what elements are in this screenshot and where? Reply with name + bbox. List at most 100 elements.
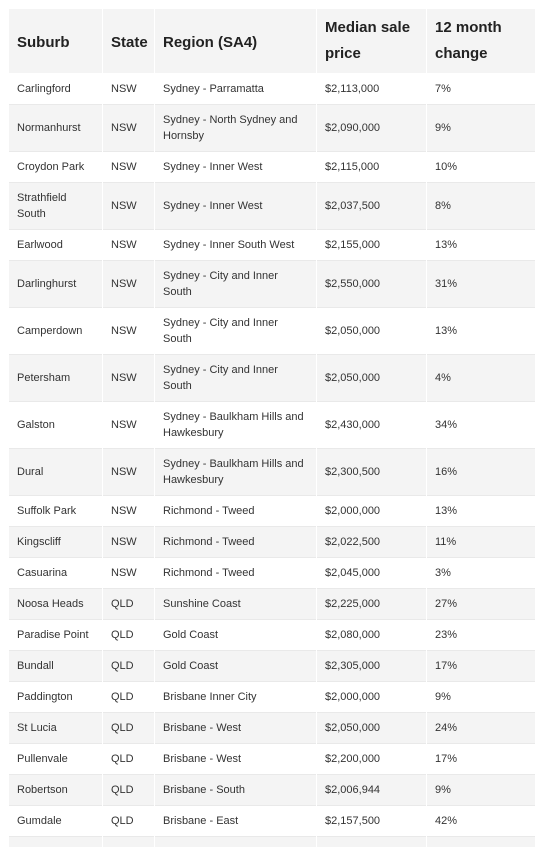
- region-cell: Gold Coast: [154, 619, 317, 651]
- suburb-cell: Gumdale: [8, 805, 103, 837]
- state-cell: NSW: [102, 260, 155, 308]
- column-header-suburb[interactable]: Suburb: [8, 8, 103, 74]
- table-row: Dural NSW Sydney - Baulkham Hills and Hawk…: [8, 448, 536, 496]
- table-row: Pullenvale QLD Brisbane - West $2,200,000 17…: [8, 743, 536, 775]
- table-row: Gumdale QLD Brisbane - East $2,157,500 42%: [8, 805, 536, 837]
- column-header-region[interactable]: Region (SA4): [154, 8, 317, 74]
- region-cell: Sydney - Baulkham Hills and Hawkesbury: [154, 448, 317, 496]
- median-price-cell: $2,157,500: [316, 805, 427, 837]
- empty-cell: [102, 836, 155, 847]
- region-cell: Brisbane - East: [154, 805, 317, 837]
- median-price-cell: $2,050,000: [316, 712, 427, 744]
- table-row: Kingscliff NSW Richmond - Tweed $2,022,500 1…: [8, 526, 536, 558]
- suburb-price-table-container: Suburb State Region (SA4) Median sale pr…: [8, 8, 536, 847]
- column-header-median-sale-price[interactable]: Median sale price: [316, 8, 427, 74]
- suburb-price-table: Suburb State Region (SA4) Median sale pr…: [8, 8, 536, 847]
- region-cell: Sydney - City and Inner South: [154, 354, 317, 402]
- region-cell: Sunshine Coast: [154, 588, 317, 620]
- median-price-cell: $2,000,000: [316, 495, 427, 527]
- state-cell: QLD: [102, 650, 155, 682]
- change-cell: 17%: [426, 743, 536, 775]
- region-cell: Richmond - Tweed: [154, 526, 317, 558]
- table-row: Earlwood NSW Sydney - Inner South West $2,1…: [8, 229, 536, 261]
- region-cell: Brisbane Inner City: [154, 681, 317, 713]
- suburb-cell: Camperdown: [8, 307, 103, 355]
- table-header: Suburb State Region (SA4) Median sale pr…: [8, 8, 536, 74]
- table-row: Carlingford NSW Sydney - Parramatta $2,113,…: [8, 73, 536, 105]
- table-row: Noosa Heads QLD Sunshine Coast $2,225,000 27…: [8, 588, 536, 620]
- suburb-cell: Darlinghurst: [8, 260, 103, 308]
- region-cell: Brisbane - West: [154, 712, 317, 744]
- median-price-cell: $2,225,000: [316, 588, 427, 620]
- header-row: Suburb State Region (SA4) Median sale pr…: [8, 8, 536, 74]
- suburb-cell: Dural: [8, 448, 103, 496]
- column-header-state[interactable]: State: [102, 8, 155, 74]
- median-price-cell: $2,022,500: [316, 526, 427, 558]
- table-row: Robertson QLD Brisbane - South $2,006,944 9%: [8, 774, 536, 806]
- empty-cell: [316, 836, 427, 847]
- state-cell: NSW: [102, 151, 155, 183]
- state-cell: NSW: [102, 307, 155, 355]
- table-row: Suffolk Park NSW Richmond - Tweed $2,000,00…: [8, 495, 536, 527]
- median-price-cell: $2,006,944: [316, 774, 427, 806]
- change-cell: 34%: [426, 401, 536, 449]
- suburb-cell: Petersham: [8, 354, 103, 402]
- change-cell: 31%: [426, 260, 536, 308]
- change-cell: 11%: [426, 526, 536, 558]
- column-header-12-month-change[interactable]: 12 month change: [426, 8, 536, 74]
- suburb-cell: Noosa Heads: [8, 588, 103, 620]
- table-row: Paddington QLD Brisbane Inner City $2,000,0…: [8, 681, 536, 713]
- change-cell: 24%: [426, 712, 536, 744]
- suburb-cell: Croydon Park: [8, 151, 103, 183]
- empty-cell: [8, 836, 103, 847]
- table-row: Paradise Point QLD Gold Coast $2,080,000 23%: [8, 619, 536, 651]
- table-row: Normanhurst NSW Sydney - North Sydney and …: [8, 104, 536, 152]
- suburb-cell: St Lucia: [8, 712, 103, 744]
- suburb-cell: Robertson: [8, 774, 103, 806]
- median-price-cell: $2,300,500: [316, 448, 427, 496]
- region-cell: Richmond - Tweed: [154, 495, 317, 527]
- median-price-cell: $2,305,000: [316, 650, 427, 682]
- state-cell: QLD: [102, 712, 155, 744]
- region-cell: Richmond - Tweed: [154, 557, 317, 589]
- region-cell: Brisbane - West: [154, 743, 317, 775]
- state-cell: QLD: [102, 774, 155, 806]
- region-cell: Sydney - Inner South West: [154, 229, 317, 261]
- change-cell: 27%: [426, 588, 536, 620]
- median-price-cell: $2,430,000: [316, 401, 427, 449]
- state-cell: NSW: [102, 104, 155, 152]
- state-cell: NSW: [102, 73, 155, 105]
- median-price-cell: $2,113,000: [316, 73, 427, 105]
- median-price-cell: $2,050,000: [316, 307, 427, 355]
- change-cell: 17%: [426, 650, 536, 682]
- suburb-cell: Galston: [8, 401, 103, 449]
- table-row: Petersham NSW Sydney - City and Inner Sout…: [8, 354, 536, 402]
- change-cell: 9%: [426, 681, 536, 713]
- table-row: Galston NSW Sydney - Baulkham Hills and Ha…: [8, 401, 536, 449]
- state-cell: NSW: [102, 448, 155, 496]
- change-cell: 4%: [426, 354, 536, 402]
- table-row: Strathfield South NSW Sydney - Inner West $…: [8, 182, 536, 230]
- region-cell: Sydney - City and Inner South: [154, 260, 317, 308]
- region-cell: Sydney - Parramatta: [154, 73, 317, 105]
- median-price-cell: $2,045,000: [316, 557, 427, 589]
- empty-cell: [426, 836, 536, 847]
- median-price-cell: $2,550,000: [316, 260, 427, 308]
- table-row: Camperdown NSW Sydney - City and Inner Sou…: [8, 307, 536, 355]
- state-cell: QLD: [102, 743, 155, 775]
- suburb-cell: Normanhurst: [8, 104, 103, 152]
- state-cell: QLD: [102, 619, 155, 651]
- state-cell: QLD: [102, 805, 155, 837]
- region-cell: Sydney - North Sydney and Hornsby: [154, 104, 317, 152]
- state-cell: NSW: [102, 557, 155, 589]
- median-price-cell: $2,090,000: [316, 104, 427, 152]
- region-cell: Sydney - Baulkham Hills and Hawkesbury: [154, 401, 317, 449]
- suburb-cell: Bundall: [8, 650, 103, 682]
- table-row-partial: [8, 836, 536, 847]
- table-row: Bundall QLD Gold Coast $2,305,000 17%: [8, 650, 536, 682]
- region-cell: Brisbane - South: [154, 774, 317, 806]
- median-price-cell: $2,115,000: [316, 151, 427, 183]
- change-cell: 16%: [426, 448, 536, 496]
- suburb-cell: Casuarina: [8, 557, 103, 589]
- state-cell: NSW: [102, 526, 155, 558]
